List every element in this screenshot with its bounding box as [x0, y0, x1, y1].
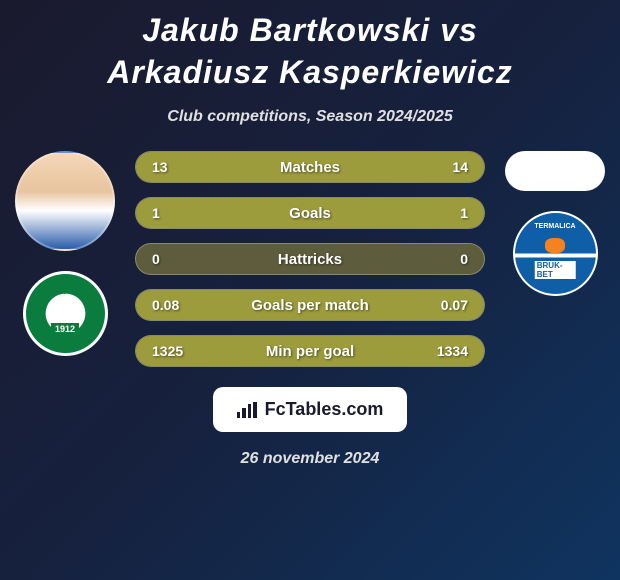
club-badge-left: [23, 271, 108, 356]
footer-brand-badge: FcTables.com: [213, 387, 408, 432]
stat-label: Hattricks: [278, 251, 342, 268]
stat-row: 0.08 Goals per match 0.07: [135, 289, 485, 321]
stat-value-right: 0.07: [441, 297, 468, 313]
stats-list: 13 Matches 14 1 Goals 1 0 Hattricks 0 0.08 Goals p…: [120, 151, 500, 367]
club-badge-right: [513, 211, 598, 296]
comparison-date: 26 november 2024: [241, 450, 380, 468]
stat-label: Goals: [289, 205, 331, 222]
stat-fill-left: [136, 198, 310, 228]
stat-fill-right: [310, 198, 484, 228]
stat-row: 13 Matches 14: [135, 151, 485, 183]
stat-label: Matches: [280, 159, 340, 176]
stat-value-left: 0: [152, 251, 160, 267]
stat-value-right: 14: [452, 159, 468, 175]
stat-value-right: 1334: [437, 343, 468, 359]
stat-value-left: 1: [152, 205, 160, 221]
stat-value-right: 1: [460, 205, 468, 221]
stat-value-right: 0: [460, 251, 468, 267]
stat-row: 0 Hattricks 0: [135, 243, 485, 275]
stat-value-left: 1325: [152, 343, 183, 359]
season-subtitle: Club competitions, Season 2024/2025: [167, 108, 452, 126]
stat-value-left: 13: [152, 159, 168, 175]
stat-value-left: 0.08: [152, 297, 179, 313]
comparison-card: Jakub Bartkowski vs Arkadiusz Kasperkiew…: [0, 0, 620, 580]
player-right-column: [500, 151, 610, 296]
stat-label: Min per goal: [266, 343, 354, 360]
player-left-column: [10, 151, 120, 356]
chart-icon: [237, 402, 257, 418]
stat-label: Goals per match: [251, 297, 369, 314]
stat-row: 1 Goals 1: [135, 197, 485, 229]
footer-brand-text: FcTables.com: [265, 399, 384, 420]
stat-row: 1325 Min per goal 1334: [135, 335, 485, 367]
player-left-photo: [15, 151, 115, 251]
comparison-title: Jakub Bartkowski vs Arkadiusz Kasperkiew…: [0, 10, 620, 93]
stats-area: 13 Matches 14 1 Goals 1 0 Hattricks 0 0.08 Goals p…: [0, 151, 620, 367]
player-right-photo: [505, 151, 605, 191]
